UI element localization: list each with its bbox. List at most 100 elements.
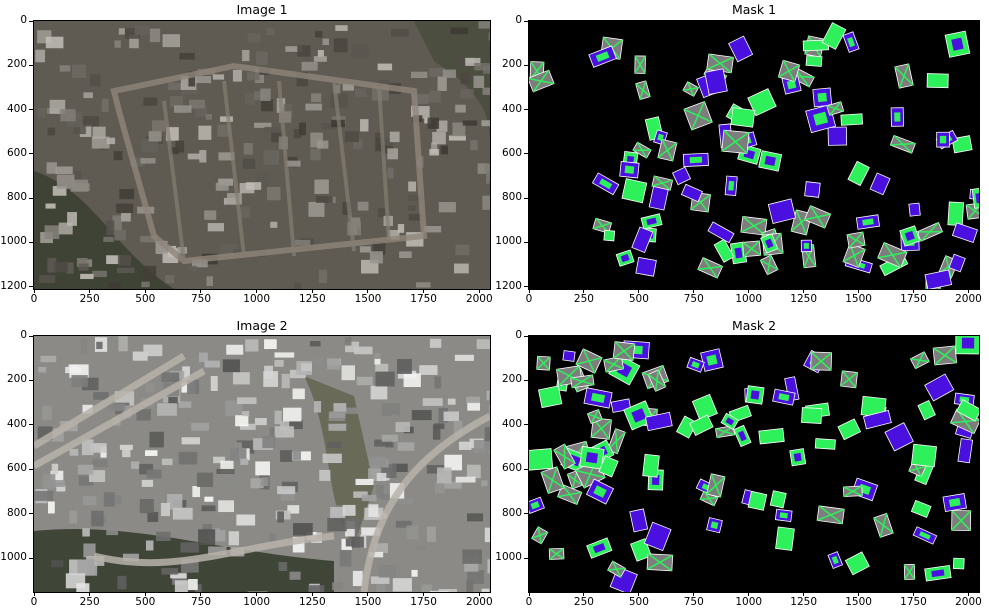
- building: [206, 276, 213, 287]
- building-mask: [844, 551, 870, 576]
- building-mask: [704, 68, 728, 95]
- building: [230, 448, 247, 461]
- building: [139, 499, 154, 514]
- y-tick-mark: [524, 513, 528, 515]
- building: [244, 93, 255, 105]
- building: [339, 550, 352, 567]
- building: [266, 28, 275, 36]
- x-tick-label: 1750: [410, 293, 437, 305]
- x-tick-label: 2000: [955, 596, 982, 608]
- building: [478, 21, 490, 29]
- building: [58, 222, 73, 235]
- building: [344, 518, 360, 529]
- building: [233, 249, 246, 255]
- building: [274, 410, 282, 425]
- building: [218, 152, 235, 161]
- y-tick-mark: [29, 64, 33, 66]
- building-mask: [890, 107, 904, 127]
- building: [45, 203, 56, 209]
- building-mask: [769, 490, 787, 509]
- building: [118, 336, 128, 352]
- building: [51, 560, 64, 568]
- building: [466, 580, 474, 592]
- building: [91, 510, 104, 527]
- building: [254, 418, 267, 426]
- x-tick-mark: [913, 592, 915, 596]
- x-tick-mark: [33, 592, 35, 596]
- building: [108, 282, 122, 289]
- y-tick-label: 0: [20, 14, 27, 26]
- building: [377, 208, 386, 218]
- y-tick-label: 1200: [0, 279, 27, 292]
- building-mask: [632, 141, 652, 159]
- building: [424, 117, 431, 124]
- building: [196, 356, 214, 369]
- building-mask: [932, 345, 958, 366]
- x-tick-label: 0: [525, 596, 533, 608]
- building-mask: [760, 233, 779, 254]
- x-tick-mark: [913, 289, 915, 293]
- building: [46, 162, 57, 174]
- building: [314, 179, 329, 194]
- building: [345, 538, 355, 547]
- building: [261, 99, 274, 112]
- building: [466, 396, 480, 404]
- x-tick-label: 1750: [900, 596, 927, 608]
- building: [462, 120, 478, 126]
- building-mask: [682, 81, 700, 97]
- building: [378, 564, 397, 578]
- building-mask: [570, 374, 595, 389]
- building: [431, 142, 438, 153]
- building: [330, 506, 346, 519]
- building-mask: [944, 30, 971, 58]
- building: [143, 97, 158, 106]
- building: [244, 256, 258, 266]
- building: [263, 371, 279, 387]
- building: [345, 341, 360, 353]
- building-mask: [643, 521, 672, 552]
- building-mask: [840, 113, 864, 126]
- x-tick-label: 250: [573, 293, 594, 305]
- building: [232, 69, 242, 82]
- building-mask: [575, 348, 603, 374]
- building: [342, 83, 354, 91]
- building: [316, 140, 329, 149]
- y-tick-mark: [524, 64, 528, 66]
- building-mask: [894, 63, 914, 89]
- y-tick-label: 0: [515, 329, 522, 341]
- x-tick-label: 1250: [298, 596, 326, 608]
- x-tick-label: 750: [190, 596, 211, 608]
- building: [80, 338, 88, 354]
- building: [198, 125, 212, 140]
- building: [50, 470, 64, 483]
- building: [437, 76, 447, 92]
- y-tick-mark: [524, 335, 528, 337]
- building: [78, 263, 89, 271]
- building: [241, 206, 250, 218]
- building-mask: [758, 150, 783, 172]
- building: [93, 392, 109, 400]
- building: [262, 435, 276, 449]
- building-mask: [956, 399, 979, 422]
- building-mask: [706, 517, 723, 534]
- building-mask: [917, 399, 936, 421]
- road: [162, 80, 391, 262]
- building: [415, 544, 427, 551]
- building-mask: [635, 80, 651, 100]
- x-tick-mark: [638, 289, 640, 293]
- building: [459, 54, 466, 68]
- y-tick-mark: [29, 153, 33, 155]
- x-tick-label: 1500: [845, 293, 872, 305]
- building-mask: [889, 134, 916, 154]
- building: [274, 359, 284, 367]
- x-tick-mark: [256, 289, 258, 293]
- y-tick-label: 200: [501, 58, 522, 71]
- building-mask: [720, 412, 740, 431]
- y-tick-label: 400: [6, 417, 27, 430]
- y-tick-label: 800: [501, 506, 522, 519]
- building: [375, 484, 384, 498]
- building: [180, 542, 199, 553]
- building: [116, 203, 134, 214]
- building: [285, 46, 303, 52]
- building: [145, 540, 154, 551]
